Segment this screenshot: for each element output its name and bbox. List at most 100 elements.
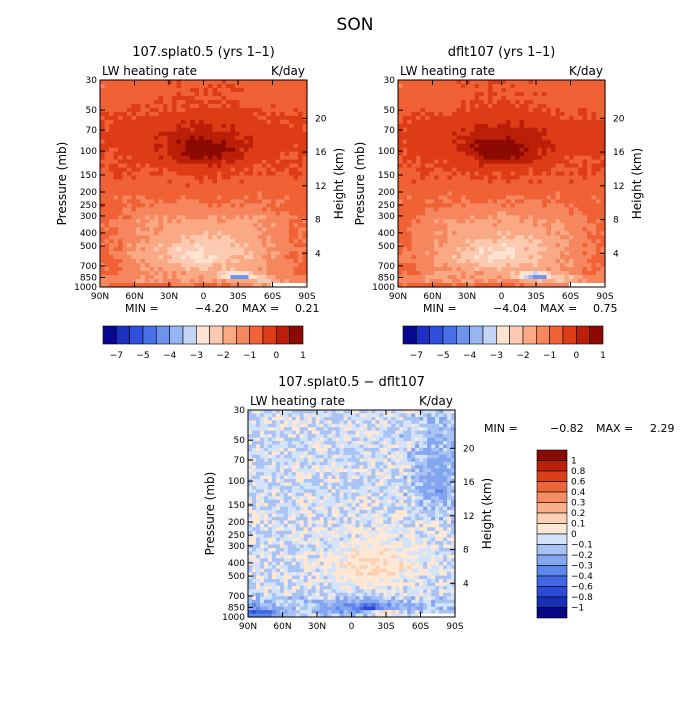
heatmap-cell [416,199,421,204]
heatmap-cell [569,96,574,101]
heatmap-cell [213,176,218,181]
heatmap-cell [565,132,570,137]
heatmap-cell [439,168,444,173]
heatmap-cell [154,195,159,200]
heatmap-cell [262,172,267,177]
heatmap-cell [398,156,403,161]
heatmap-cell [578,180,583,185]
heatmap-cell [159,160,164,165]
heatmap-cell [289,180,294,185]
heatmap-cell [145,267,150,272]
heatmap-cell [583,120,588,125]
heatmap-cell [145,235,150,240]
heatmap-cell [412,251,417,256]
heatmap-cell [520,136,525,141]
heatmap-cell [190,164,195,169]
heatmap-cell [253,271,258,276]
heatmap-cell [298,223,303,228]
heatmap-cell [271,96,276,101]
heatmap-cell [217,116,222,121]
heatmap-cell [488,227,493,232]
heatmap-cell [258,199,263,204]
heatmap-cell [448,100,453,105]
heatmap-cell [452,104,457,109]
heatmap-cell [551,88,556,93]
heatmap-cell [141,219,146,224]
heatmap-cell [199,195,204,200]
heatmap-cell [204,227,209,232]
heatmap-cell [547,96,552,101]
heatmap-cell [479,231,484,236]
heatmap-cell [186,92,191,97]
heatmap-cell [141,132,146,137]
heatmap-cell [596,104,601,109]
heatmap-cell [244,215,249,220]
heatmap-cell [136,235,141,240]
heatmap-cell [502,88,507,93]
heatmap-cell [123,275,128,280]
heatmap-cell [461,136,466,141]
heatmap-cell [524,140,529,145]
heatmap-cell [583,279,588,284]
heatmap-cell [448,144,453,149]
heatmap-cell [136,168,141,173]
heatmap-cell [222,152,227,157]
heatmap-cell [596,160,601,165]
heatmap-cell [258,195,263,200]
heatmap-cell [551,152,556,157]
heatmap-cell [145,187,150,192]
heatmap-cell [136,259,141,264]
heatmap-cell [244,144,249,149]
heatmap-cell [524,211,529,216]
heatmap-cell [484,88,489,93]
heatmap-cell [159,199,164,204]
heatmap-cell [132,255,137,260]
heatmap-cell [587,96,592,101]
heatmap-cell [569,92,574,97]
heatmap-cell [190,156,195,161]
heatmap-cell [222,184,227,189]
heatmap-cell [547,275,552,280]
heatmap-cell [262,112,267,117]
heatmap-cell [249,215,254,220]
heatmap-cell [556,168,561,173]
heatmap-cell [583,184,588,189]
heatmap-cell [497,239,502,244]
heatmap-cell [208,267,213,272]
heatmap-cell [190,239,195,244]
heatmap-cell [479,191,484,196]
heatmap-cell [524,84,529,89]
heatmap-cell [484,96,489,101]
heatmap-cell [298,231,303,236]
heatmap-cell [276,184,281,189]
heatmap-cell [569,88,574,93]
heatmap-cell [511,263,516,268]
heatmap-cell [114,116,119,121]
heatmap-cell [443,191,448,196]
heatmap-cell [271,104,276,109]
heatmap-cell [448,92,453,97]
heatmap-cell [439,251,444,256]
heatmap-cell [569,148,574,153]
heatmap-cell [529,211,534,216]
heatmap-cell [222,239,227,244]
heatmap-cell [407,247,412,252]
heatmap-cell [195,199,200,204]
heatmap-cell [262,271,267,276]
heatmap-cell [443,180,448,185]
heatmap-cell [127,191,132,196]
heatmap-cell [412,231,417,236]
heatmap-cell [280,144,285,149]
heatmap-cell [136,124,141,129]
heatmap-cell [493,267,498,272]
heatmap-cell [123,195,128,200]
heatmap-cell [276,275,281,280]
heatmap-cell [136,100,141,105]
heatmap-cell [240,156,245,161]
heatmap-cell [177,184,182,189]
heatmap-cell [538,132,543,137]
heatmap-cell [204,100,209,105]
heatmap-cell [416,128,421,133]
heatmap-cell [556,195,561,200]
heatmap-cell [141,267,146,272]
